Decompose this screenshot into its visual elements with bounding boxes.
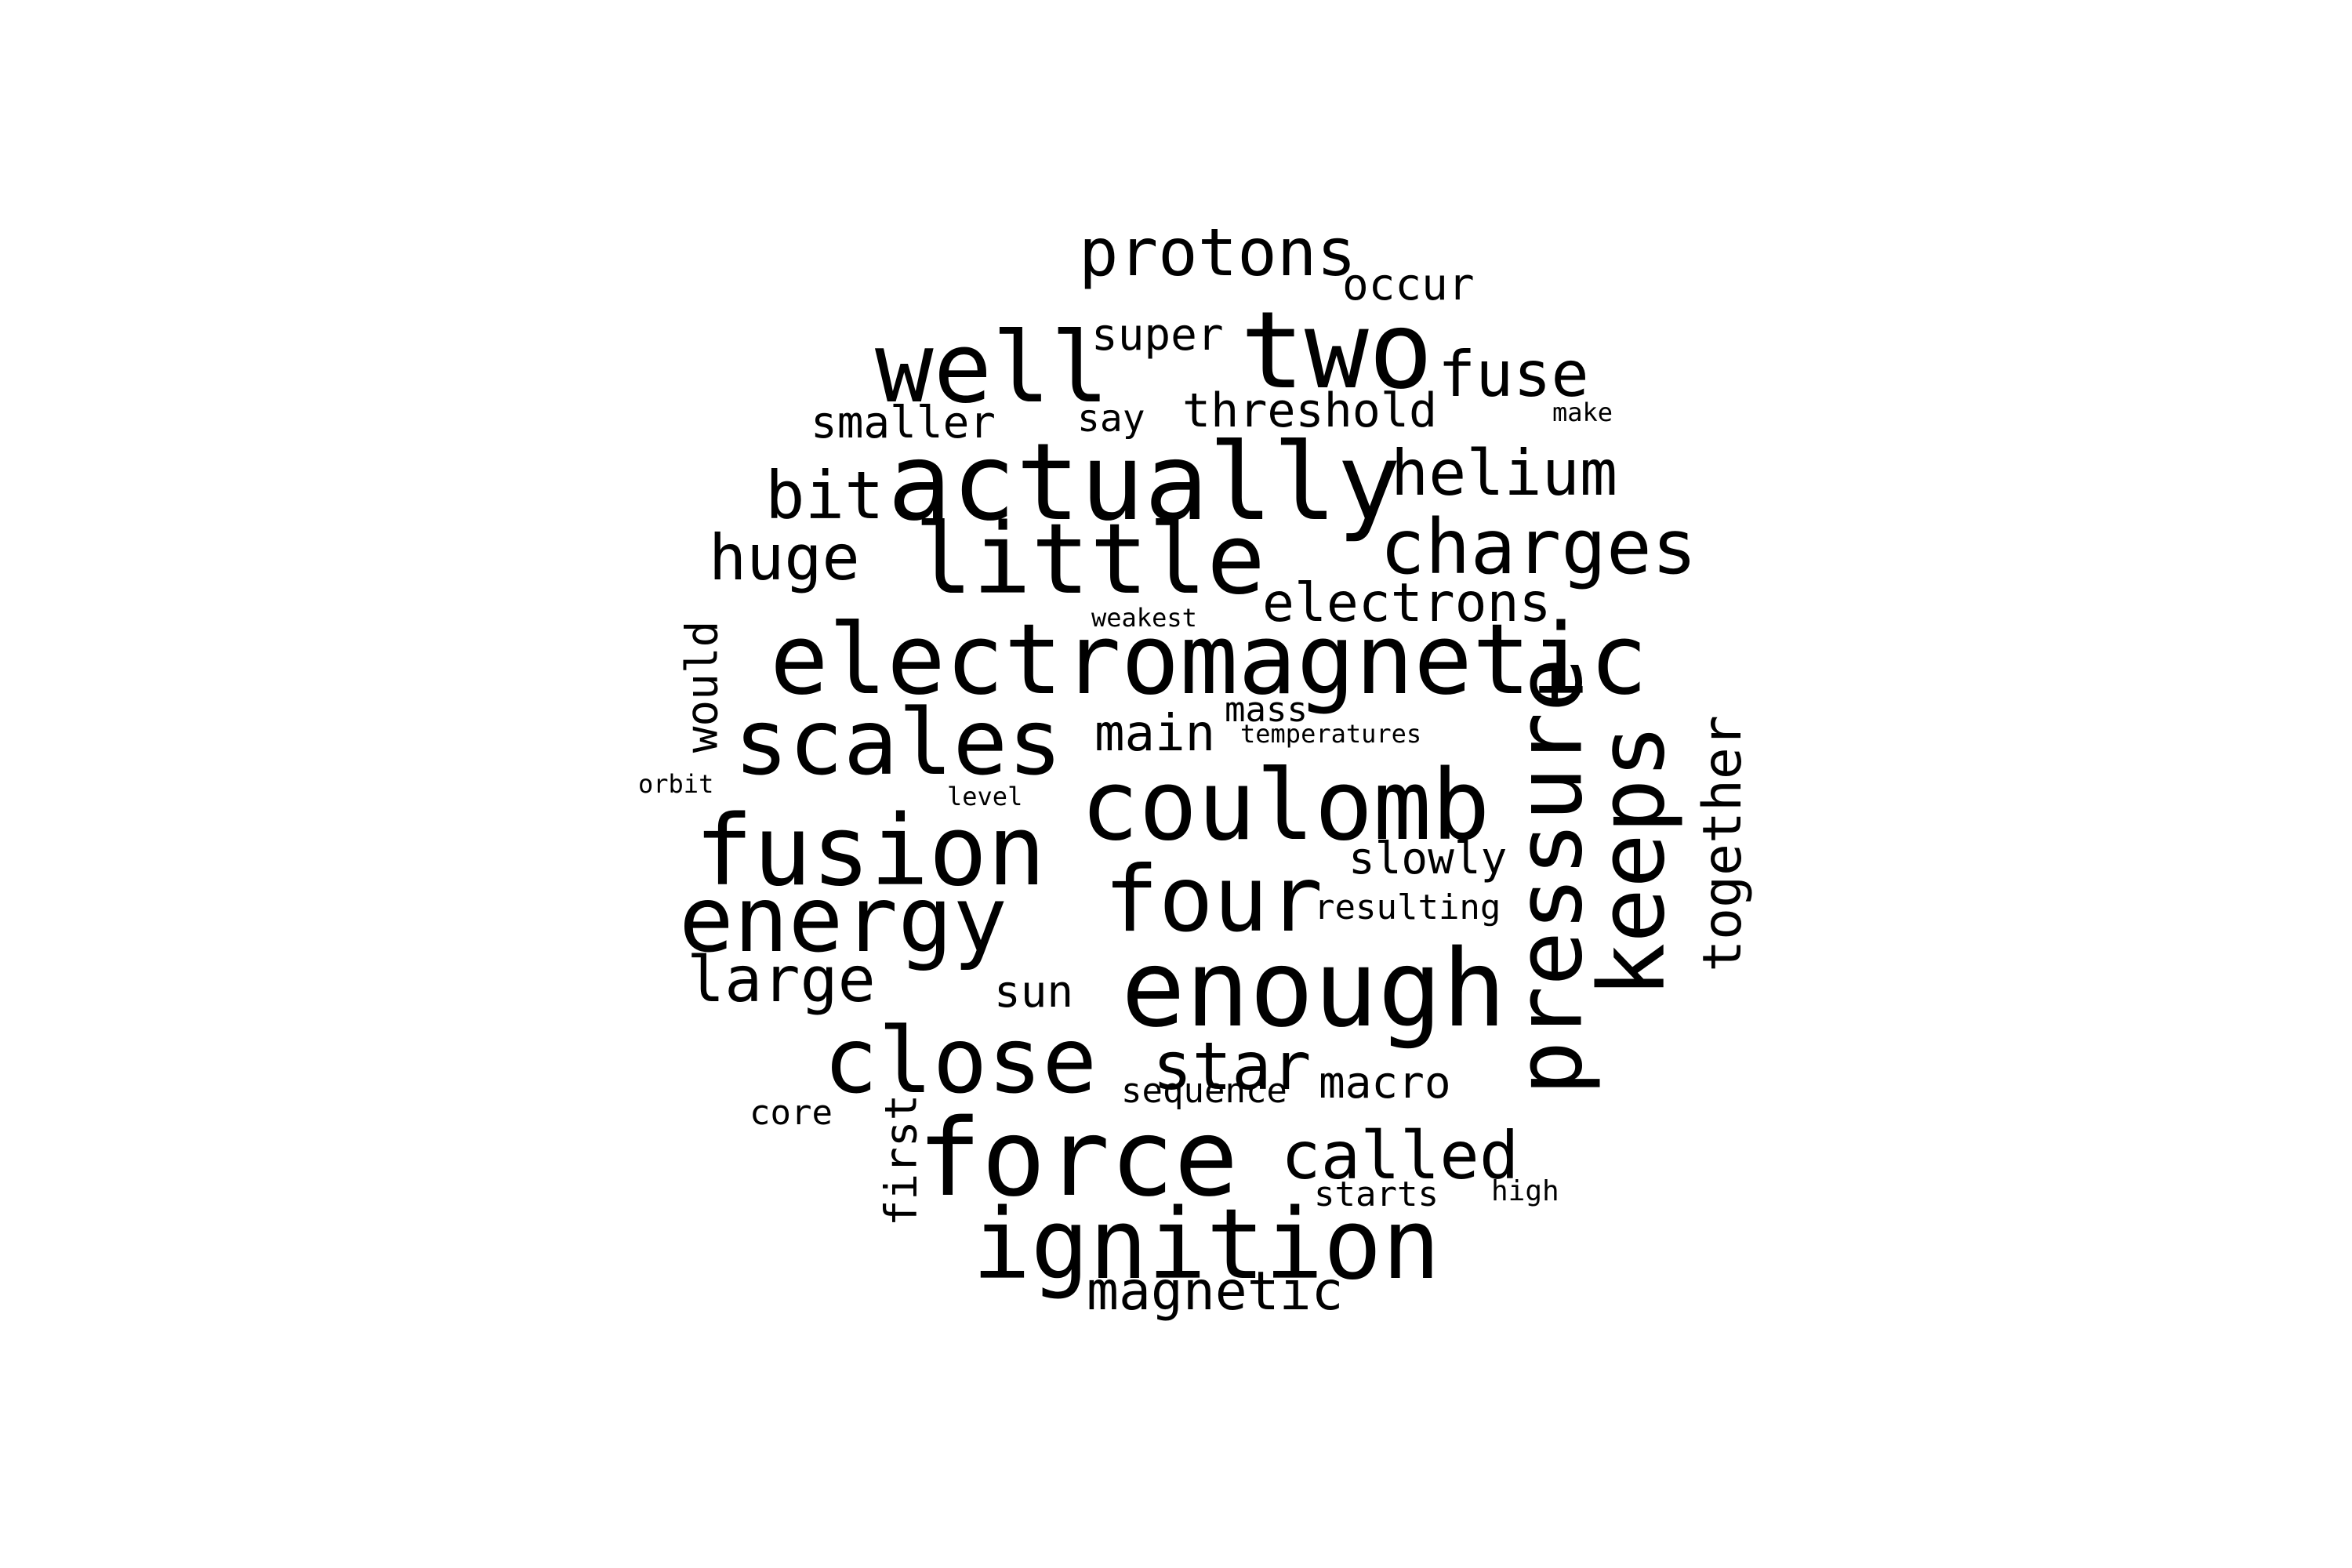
word: force bbox=[917, 1097, 1239, 1221]
word: actually bbox=[887, 421, 1402, 545]
word: four bbox=[1104, 847, 1323, 953]
word: enough bbox=[1121, 927, 1507, 1051]
word: large bbox=[687, 943, 876, 1016]
word: helium bbox=[1391, 437, 1617, 510]
word: starts bbox=[1314, 1174, 1439, 1214]
word: star bbox=[1152, 1028, 1312, 1105]
word: super bbox=[1091, 310, 1224, 361]
word: mass bbox=[1225, 690, 1308, 730]
word: electromagnetic bbox=[770, 604, 1648, 717]
word: slowly bbox=[1348, 833, 1508, 884]
word: threshold bbox=[1182, 383, 1438, 438]
word: two bbox=[1240, 289, 1433, 413]
word: resulting bbox=[1314, 887, 1501, 927]
word: charges bbox=[1380, 503, 1697, 591]
word: main bbox=[1094, 705, 1216, 763]
word: level bbox=[947, 782, 1023, 811]
word: keeps bbox=[1579, 724, 1686, 998]
word: huge bbox=[709, 521, 860, 594]
word: fusion bbox=[695, 795, 1046, 908]
word: smaller bbox=[811, 397, 996, 448]
word: sun bbox=[994, 967, 1074, 1018]
word: temperatures bbox=[1240, 719, 1422, 749]
word: sequence bbox=[1121, 1071, 1287, 1111]
word: together bbox=[1691, 715, 1754, 972]
word: ignition bbox=[972, 1189, 1441, 1301]
word: high bbox=[1491, 1175, 1559, 1207]
word: macro bbox=[1319, 1058, 1451, 1109]
word: protons bbox=[1079, 214, 1357, 291]
word: bit bbox=[765, 457, 884, 534]
word: electrons bbox=[1262, 572, 1552, 634]
word: coulomb bbox=[1080, 750, 1490, 862]
word: scales bbox=[734, 690, 1063, 796]
word: close bbox=[823, 1008, 1098, 1114]
word: core bbox=[750, 1093, 833, 1133]
word: well bbox=[875, 312, 1109, 425]
word: little bbox=[914, 503, 1265, 616]
word: orbit bbox=[638, 769, 714, 799]
word: would bbox=[677, 620, 728, 753]
word: make bbox=[1552, 397, 1613, 427]
word: weakest bbox=[1091, 603, 1197, 633]
word: magnetic bbox=[1087, 1261, 1344, 1323]
word: fuse bbox=[1438, 338, 1589, 411]
word: say bbox=[1077, 397, 1145, 441]
word: called bbox=[1281, 1117, 1519, 1194]
word: energy bbox=[679, 867, 1008, 973]
word: occur bbox=[1342, 260, 1475, 310]
